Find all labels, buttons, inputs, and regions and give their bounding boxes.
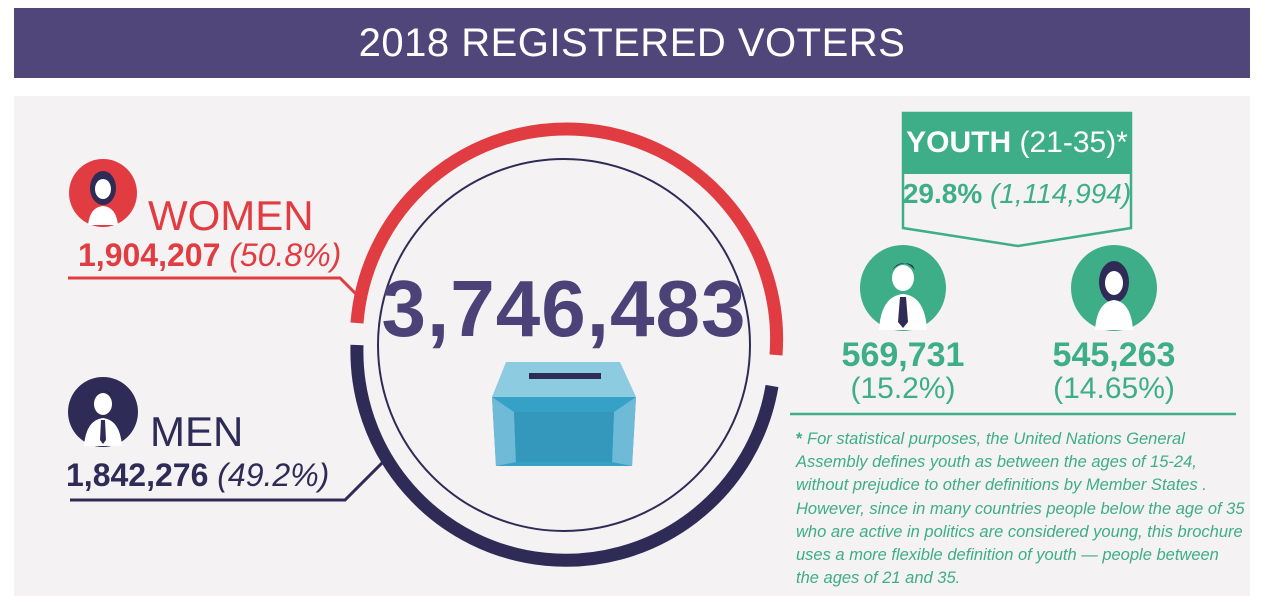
women-count: 1,904,207 xyxy=(78,237,221,273)
footnote-star: * xyxy=(796,430,803,448)
men-stats: 1,842,276 (49.2%) xyxy=(66,456,329,494)
youth-men-count: 569,731 xyxy=(841,336,965,374)
total-voters: 3,746,483 xyxy=(381,264,747,353)
youth-label: YOUTH xyxy=(906,126,1012,159)
inner-ring xyxy=(377,158,751,532)
women-connector-line xyxy=(68,276,362,300)
footnote-text: For statistical purposes, the United Nat… xyxy=(796,430,1245,588)
women-stats: 1,904,207 (50.8%) xyxy=(78,236,341,274)
youth-total: 29.8% (1,114,994) xyxy=(902,178,1132,210)
youth-women-percent: (14.65%) xyxy=(1053,372,1175,405)
women-percent: (50.8%) xyxy=(229,237,342,273)
woman-avatar-icon xyxy=(69,159,137,227)
youth-men-percent: (15.2%) xyxy=(850,372,956,405)
page-title: 2018 REGISTERED VOTERS xyxy=(358,20,906,65)
youth-woman-avatar-icon xyxy=(1071,245,1157,331)
content-panel xyxy=(14,96,1250,596)
youth-count: (1,114,994) xyxy=(990,178,1132,209)
men-percent: (49.2%) xyxy=(217,457,330,493)
ballot-box-icon xyxy=(492,362,636,466)
women-ring-arc xyxy=(350,122,784,356)
youth-man-avatar-icon xyxy=(860,245,946,331)
men-connector-line xyxy=(70,456,389,502)
men-ring-arc xyxy=(350,344,779,567)
women-label: WOMEN xyxy=(148,192,314,239)
youth-percent: 29.8% xyxy=(902,178,983,209)
men-count: 1,842,276 xyxy=(66,457,209,493)
men-label: MEN xyxy=(150,408,244,455)
man-avatar-icon xyxy=(68,377,138,447)
header-bar: 2018 REGISTERED VOTERS xyxy=(14,8,1250,78)
youth-range: (21-35)* xyxy=(1019,126,1128,159)
youth-header: YOUTH (21-35)* xyxy=(903,112,1131,174)
footnote: * For statistical purposes, the United N… xyxy=(796,428,1246,590)
youth-women-count: 545,263 xyxy=(1052,336,1176,374)
